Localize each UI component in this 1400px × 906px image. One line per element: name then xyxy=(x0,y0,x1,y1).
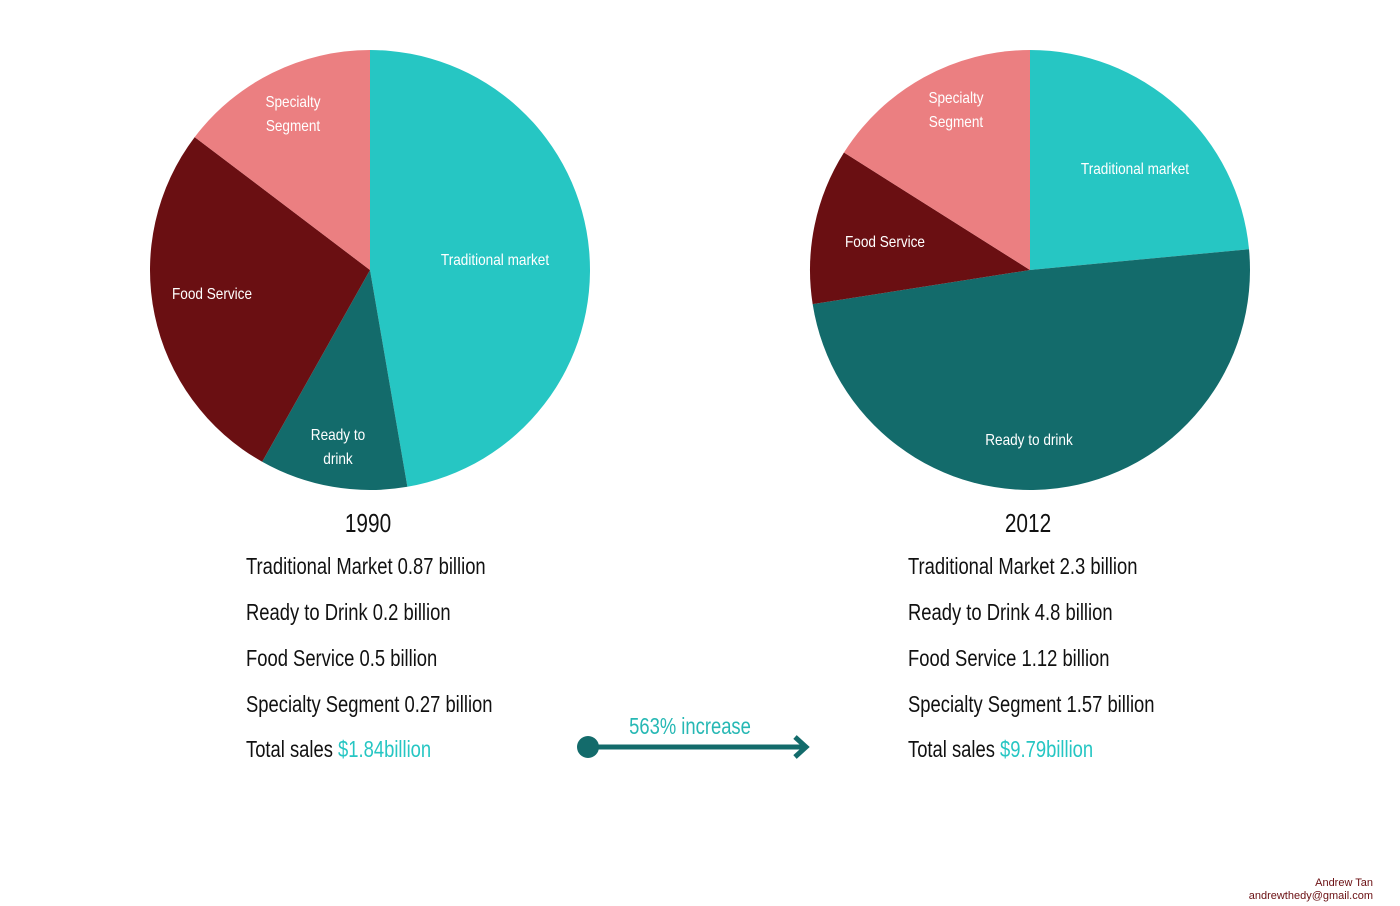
year-label-2012: 2012 xyxy=(1004,508,1052,538)
total-line: Total sales $9.79billion xyxy=(908,736,1093,763)
arrow-head-icon xyxy=(793,735,810,759)
slice-label: Food Service xyxy=(172,286,252,303)
pie-slice-ready-to-drink xyxy=(812,249,1251,491)
credit-name: Andrew Tan xyxy=(1315,877,1373,889)
stat-line: Traditional Market 0.87 billion xyxy=(246,553,486,579)
stat-line: Ready to Drink 4.8 billion xyxy=(908,599,1113,625)
stat-line: Food Service 1.12 billion xyxy=(908,645,1110,671)
stat-line: Ready to Drink 0.2 billion xyxy=(246,599,451,625)
stat-line: Specialty Segment 0.27 billion xyxy=(246,691,493,717)
pie-slice-food-service xyxy=(150,137,370,462)
slice-label: Traditional market xyxy=(441,252,550,269)
stat-line: Specialty Segment 1.57 billion xyxy=(908,691,1155,717)
increase-label: 563% increase xyxy=(629,713,751,739)
slice-label: Segment xyxy=(929,114,984,131)
pie-slice-specialty-segment xyxy=(194,50,370,270)
pie-slice-food-service xyxy=(810,152,1030,305)
pie-slice-traditional-market xyxy=(370,50,590,487)
slice-label: Ready to xyxy=(311,427,365,444)
slice-label: drink xyxy=(323,451,353,468)
slice-label: Ready to drink xyxy=(985,432,1073,449)
arrow-start-dot xyxy=(577,736,599,758)
slice-label: Specialty xyxy=(265,94,321,111)
credit-email: andrewthedy@gmail.com xyxy=(1248,890,1373,902)
total-label: Total sales xyxy=(908,736,995,762)
slice-label: Traditional market xyxy=(1081,161,1190,178)
total-value: $9.79billion xyxy=(1000,736,1094,762)
pie-slice-specialty-segment xyxy=(843,50,1030,270)
year-label-1990: 1990 xyxy=(344,508,392,538)
total-line: Total sales $1.84billion xyxy=(246,736,431,763)
total-value: $1.84billion xyxy=(338,736,432,762)
total-label: Total sales xyxy=(246,736,333,762)
pie-slice-traditional-market xyxy=(1030,50,1250,270)
increase-arrow xyxy=(577,735,810,759)
pie-slice-ready-to-drink xyxy=(262,270,408,490)
slice-label: Specialty xyxy=(928,90,984,107)
pie-1990: Traditional market Ready to drink Food Serv… xyxy=(150,50,590,490)
pie-2012: Traditional market Ready to drink Food Ser… xyxy=(810,50,1251,491)
credit: Andrew Tan andrewthedy@gmail.com xyxy=(1249,877,1373,903)
stat-line: Traditional Market 2.3 billion xyxy=(908,553,1138,579)
slice-label: Segment xyxy=(266,118,321,135)
stat-line: Food Service 0.5 billion xyxy=(246,645,438,671)
slice-label: Food Service xyxy=(845,234,925,251)
